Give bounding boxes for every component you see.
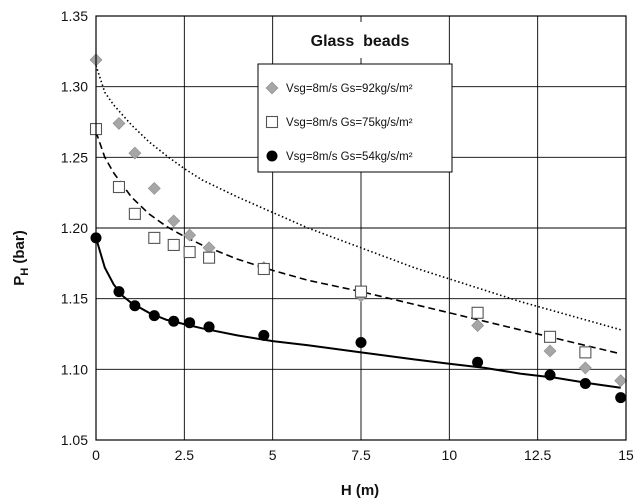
open-square-data-point	[183, 245, 196, 259]
open-square-data-point	[148, 231, 161, 244]
diamond-data-point	[183, 228, 197, 242]
title-box	[277, 22, 437, 58]
legend-marker-filled-circle	[266, 150, 278, 162]
diamond-data-point	[128, 146, 142, 160]
diamond-data-point	[614, 374, 628, 388]
filled-circle-data-point	[203, 321, 215, 333]
y-tick-label: 1.05	[61, 432, 88, 448]
open-square-data-point	[543, 330, 557, 343]
y-tick-labels: 1.05 1.10 1.15 1.20 1.25 1.30 1.35	[61, 8, 88, 448]
filled-circle-data-point	[129, 300, 141, 312]
diamond-data-point	[543, 344, 557, 358]
dotted-fit-curve	[95, 65, 621, 331]
open-square-data-point	[257, 262, 270, 276]
plot-frame	[95, 15, 627, 441]
x-tick-label: 7.5	[351, 447, 371, 463]
legend: Vsg=8m/s Gs=92kg/s/m² Vsg=8m/s Gs=75kg/s/…	[257, 63, 453, 173]
legend-label: Vsg=8m/s Gs=54kg/s/m²	[286, 151, 413, 163]
data-points	[89, 53, 628, 404]
y-axis-label-main: P	[11, 276, 28, 286]
y-tick-label: 1.15	[61, 291, 88, 307]
diamond-data-point	[471, 319, 485, 332]
filled-circle-data-point	[184, 317, 196, 329]
diamond-data-point	[112, 116, 126, 130]
x-tick-label: 10	[442, 447, 458, 463]
filled-circle-data-point	[579, 377, 591, 389]
legend-label: Vsg=8m/s Gs=75kg/s/m²	[286, 117, 413, 129]
x-axis-label: H (m)	[341, 482, 379, 499]
fit-curves	[95, 65, 621, 389]
x-tick-label: 12.5	[524, 447, 551, 463]
y-axis-label-unit: (bar)	[11, 230, 28, 268]
diamond-data-point	[147, 182, 161, 195]
open-square-data-point	[167, 238, 180, 252]
diamond-data-point	[578, 361, 592, 375]
y-tick-label: 1.30	[61, 79, 88, 95]
open-square-data-point	[354, 285, 368, 298]
filled-circle-data-point	[355, 336, 367, 348]
x-tick-label: 5	[269, 447, 277, 463]
filled-circle-data-point	[148, 310, 160, 322]
open-square-data-point	[203, 251, 216, 264]
open-square-data-point	[471, 306, 484, 319]
solid-fit-curve	[95, 237, 621, 389]
x-tick-label: 2.5	[175, 447, 195, 463]
x-tick-labels: 0 2.5 5 7.5 10 12.5 15	[92, 447, 634, 463]
y-axis-label: PH (bar)	[11, 230, 31, 285]
dashed-fit-curve	[95, 131, 621, 355]
x-tick-label: 15	[618, 447, 634, 463]
legend-marker-open-square	[265, 115, 279, 129]
legend-marker-diamond	[265, 81, 279, 95]
chart-title: Glass beads	[311, 33, 410, 50]
y-tick-label: 1.20	[61, 220, 88, 236]
filled-circle-data-point	[113, 286, 125, 298]
open-square-data-point	[579, 346, 592, 359]
filled-circle-data-point	[258, 329, 270, 341]
x-tick-label: 0	[92, 447, 100, 463]
filled-circle-data-point	[472, 356, 484, 368]
y-tick-label: 1.25	[61, 149, 88, 165]
legend-box	[257, 63, 453, 173]
legend-label: Vsg=8m/s Gs=92kg/s/m²	[286, 83, 413, 95]
svg-text:PH (bar): PH (bar)	[11, 230, 31, 285]
filled-circle-data-point	[615, 392, 627, 404]
y-tick-label: 1.10	[61, 361, 88, 377]
diamond-data-point	[167, 214, 181, 228]
filled-circle-data-point	[168, 315, 180, 327]
y-axis-label-subscript: H	[19, 268, 31, 276]
filled-circle-data-point	[544, 369, 556, 381]
y-tick-label: 1.35	[61, 8, 88, 24]
open-square-data-point	[128, 207, 141, 220]
open-square-data-point	[112, 180, 126, 194]
